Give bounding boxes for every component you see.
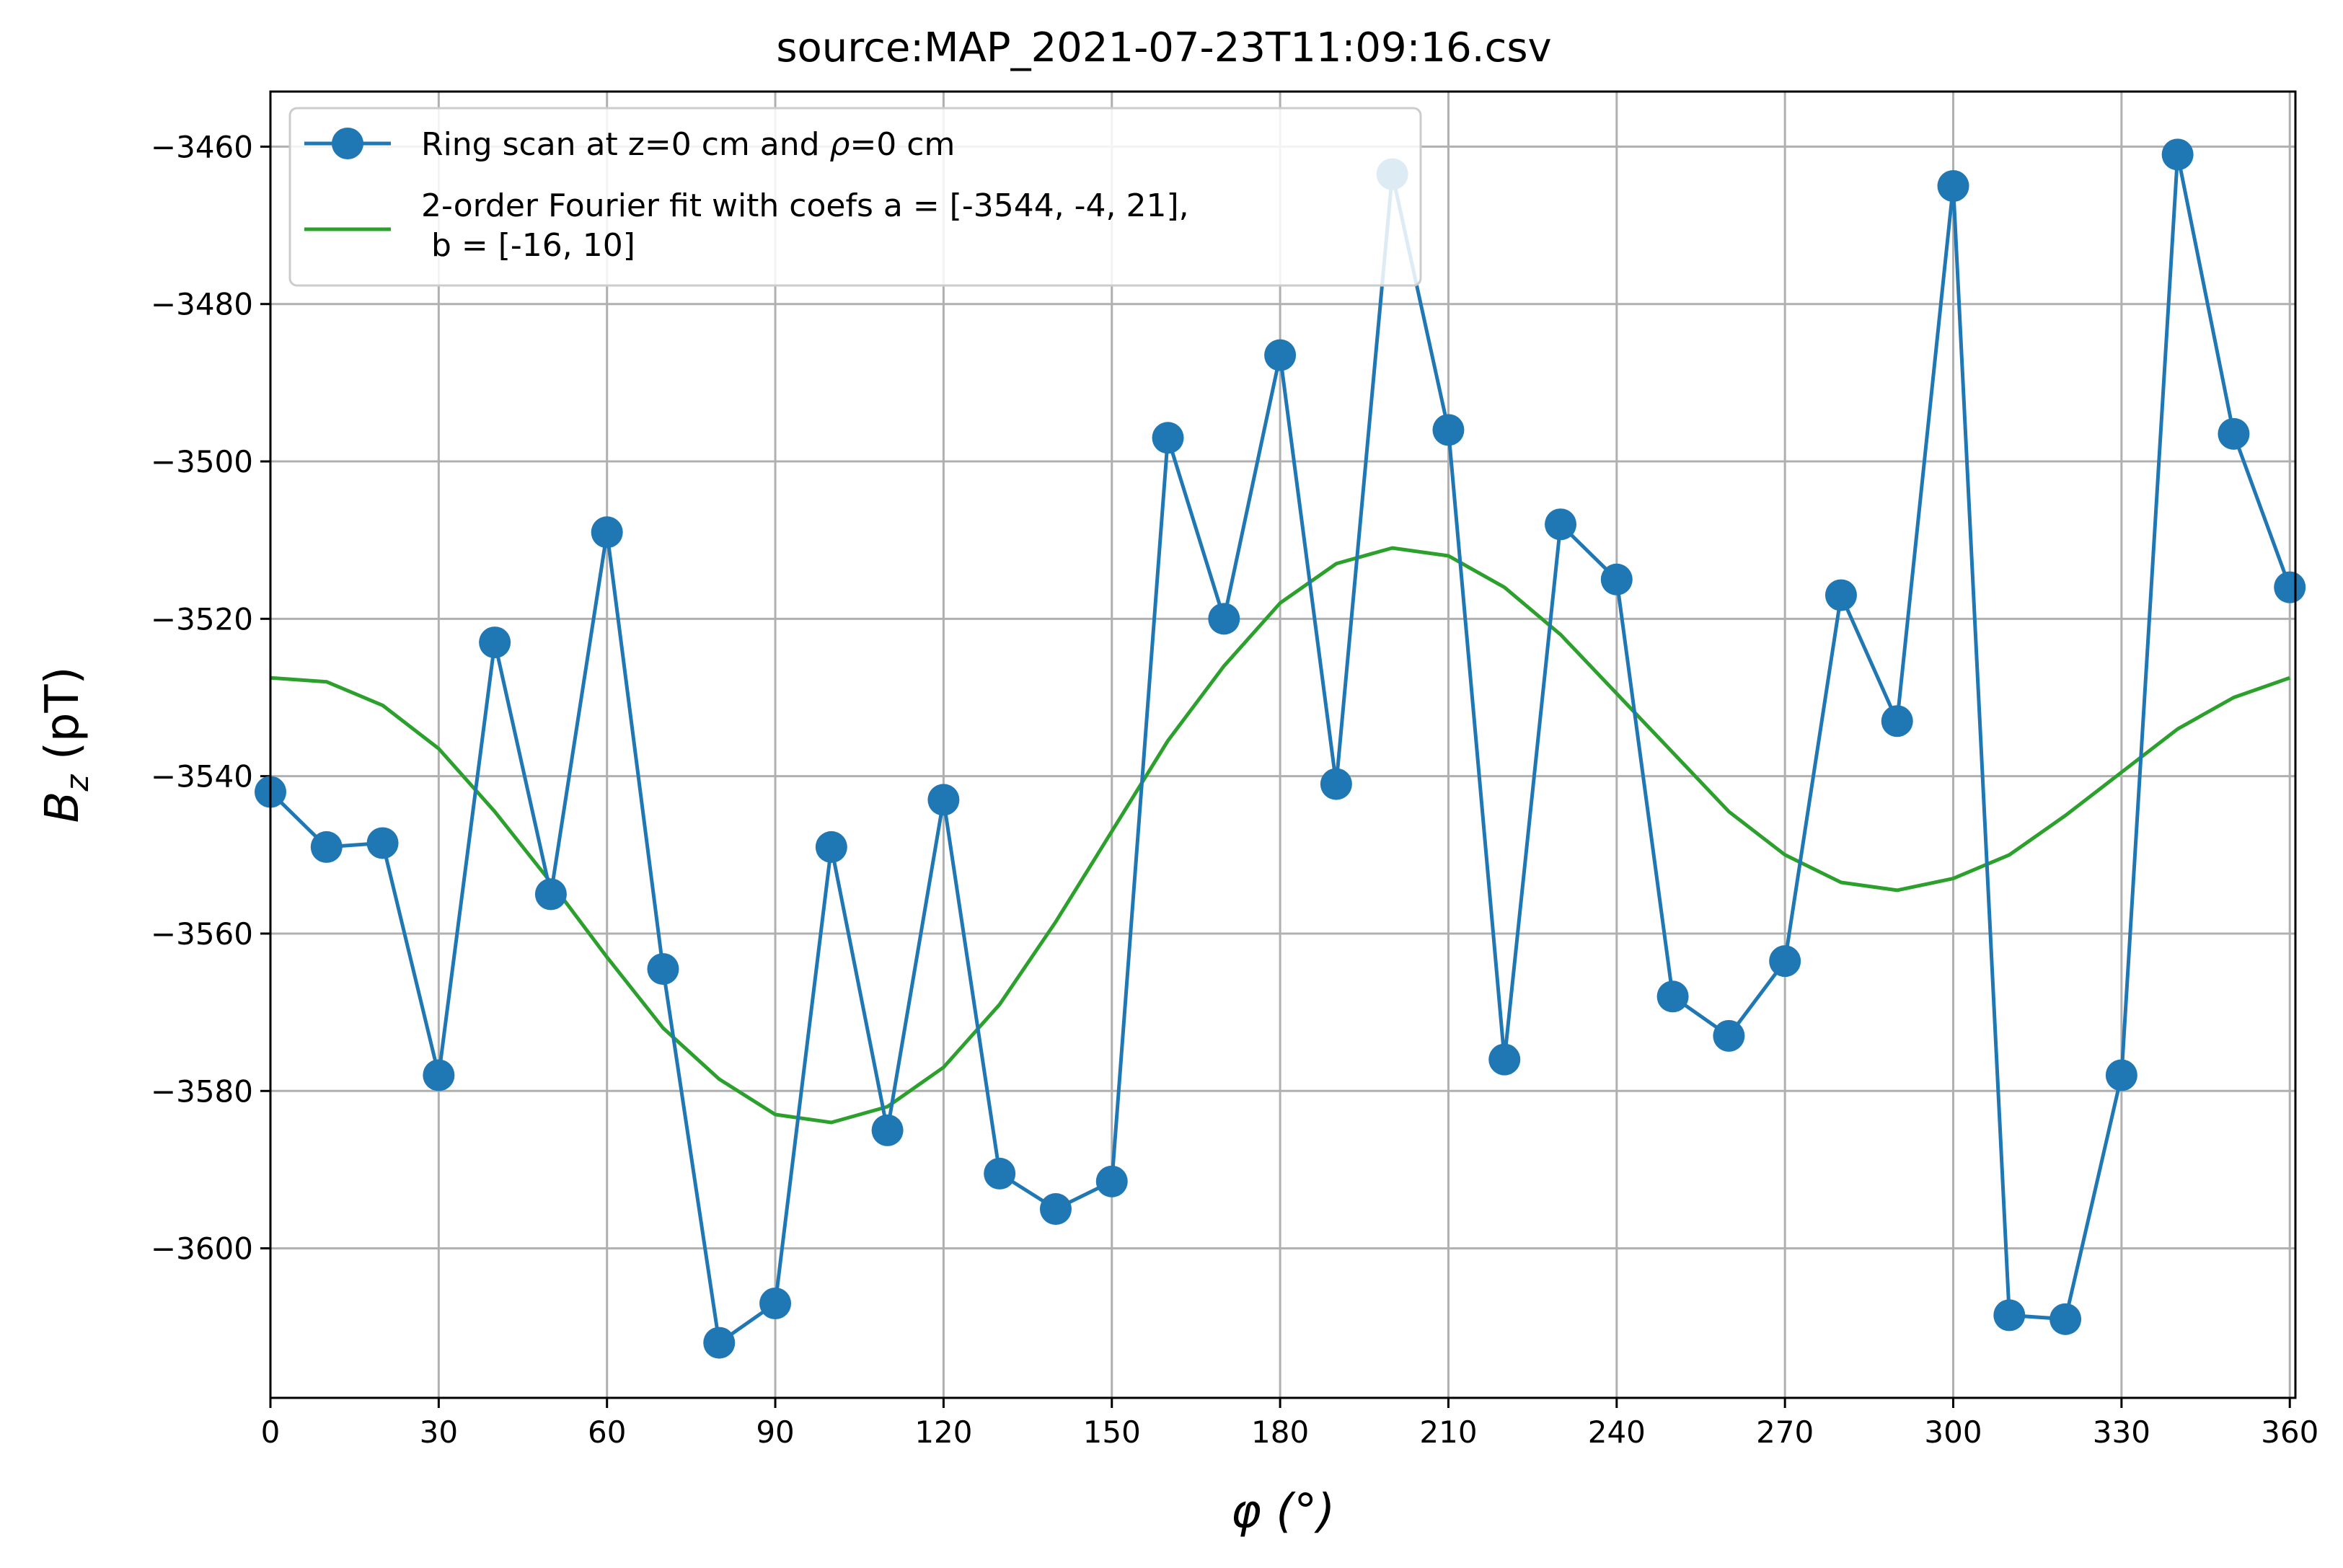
fourier-fit-line <box>270 546 2291 1125</box>
x-axis-label: φ (°) <box>1231 1485 1336 1538</box>
ring-scan-point <box>1095 1165 1128 1197</box>
y-tick-label: −3580 <box>151 1073 253 1109</box>
y-tick-label: −3520 <box>151 601 253 637</box>
ring-scan-point <box>647 953 679 985</box>
y-tick-label: −3540 <box>151 759 253 794</box>
ring-scan-point <box>1545 508 1577 541</box>
ring-scan-point <box>2049 1303 2082 1335</box>
legend: Ring scan at z=0 cm and ρ=0 cm 2-order F… <box>288 107 1422 287</box>
ring-scan-point <box>2105 1059 2137 1091</box>
legend-label-fourier-fit-line2: b = [-16, 10] <box>421 227 635 264</box>
ring-scan-point <box>1600 563 1633 595</box>
ring-scan-point <box>1881 705 1913 738</box>
ring-scan-point <box>1713 1019 1745 1052</box>
ring-scan-point <box>366 827 399 859</box>
ring-scan-point <box>927 784 960 816</box>
ring-scan-point <box>2274 571 2306 603</box>
x-tick-label: 210 <box>1419 1414 1477 1450</box>
x-tick-label: 60 <box>588 1414 626 1450</box>
x-tick-label: 30 <box>420 1414 458 1450</box>
x-tick-label: 0 <box>261 1414 281 1450</box>
y-tick-label: −3500 <box>151 444 253 479</box>
ring-scan-point <box>984 1157 1016 1190</box>
legend-scan-swatch-marker <box>332 128 363 159</box>
legend-label-ring-scan-prefix: Ring scan at z=0 cm and <box>421 126 830 163</box>
ring-scan-point <box>479 626 511 659</box>
plot-series <box>255 138 2306 1359</box>
x-tick-label: 120 <box>914 1414 972 1450</box>
legend-box <box>288 107 1422 287</box>
ring-scan-point <box>1320 768 1352 800</box>
x-tick-label: 240 <box>1588 1414 1646 1450</box>
ring-scan-point <box>591 516 623 549</box>
ring-scan-point <box>1432 414 1465 446</box>
y-tick-label: −3560 <box>151 916 253 952</box>
legend-label-fourier-fit-line1: 2-order Fourier fit with coefs a = [-354… <box>421 187 1189 224</box>
x-tick-label: 180 <box>1251 1414 1309 1450</box>
ring-scan-point <box>703 1326 736 1359</box>
ring-scan-point <box>1937 169 1969 202</box>
x-tick-label: 150 <box>1083 1414 1141 1450</box>
ring-scan-point <box>1264 339 1297 371</box>
ring-scan-point <box>759 1288 792 1320</box>
x-tick-label: 90 <box>756 1414 794 1450</box>
y-axis-label-main: B <box>36 792 89 823</box>
y-tick-label: −3600 <box>151 1231 253 1267</box>
ring-scan-point <box>2161 138 2194 171</box>
ring-scan-point <box>1039 1193 1072 1226</box>
ring-scan-point <box>423 1059 455 1091</box>
legend-label-ring-scan-suffix: =0 cm <box>850 126 955 163</box>
ring-scan-point <box>2218 417 2250 450</box>
chart-title: source:MAP_2021-07-23T11:09:16.csv <box>776 25 1551 71</box>
y-axis-label-sub: z <box>59 774 96 792</box>
x-axis: 0 30 60 90 120 150 180 210 240 270 300 330 360 <box>261 1398 2318 1450</box>
ring-scan-point <box>1208 603 1240 635</box>
ring-scan-point <box>534 878 567 911</box>
ring-scan-point <box>1824 579 1857 611</box>
y-axis-label-unit: (pT) <box>36 666 89 774</box>
ring-scan-point <box>1656 980 1689 1013</box>
legend-label-ring-scan: Ring scan at z=0 cm and ρ=0 cm <box>421 126 955 163</box>
ring-scan-point <box>1993 1299 2026 1332</box>
x-tick-label: 300 <box>1924 1414 1982 1450</box>
plot-frame <box>269 90 2297 1399</box>
ring-scan-point <box>1152 422 1184 454</box>
ring-scan-point <box>1488 1043 1521 1076</box>
x-tick-label: 330 <box>2093 1414 2150 1450</box>
ring-scan-point <box>1769 945 1801 978</box>
ring-scan-point <box>310 830 343 863</box>
ring-scan-point <box>815 830 847 863</box>
y-axis-label: Bz (pT) <box>36 666 96 823</box>
y-axis: −3600 −3580 −3560 −3540 −3520 −3500 −3480 −3460 <box>151 129 270 1267</box>
x-tick-label: 360 <box>2261 1414 2318 1450</box>
y-tick-label: −3460 <box>151 129 253 164</box>
ring-scan-point <box>871 1114 904 1146</box>
y-tick-label: −3480 <box>151 287 253 322</box>
legend-label-ring-scan-rho: ρ <box>830 126 850 163</box>
x-tick-label: 270 <box>1756 1414 1814 1450</box>
legend-label-fourier-fit: 2-order Fourier fit with coefs a = [-354… <box>421 187 1189 264</box>
